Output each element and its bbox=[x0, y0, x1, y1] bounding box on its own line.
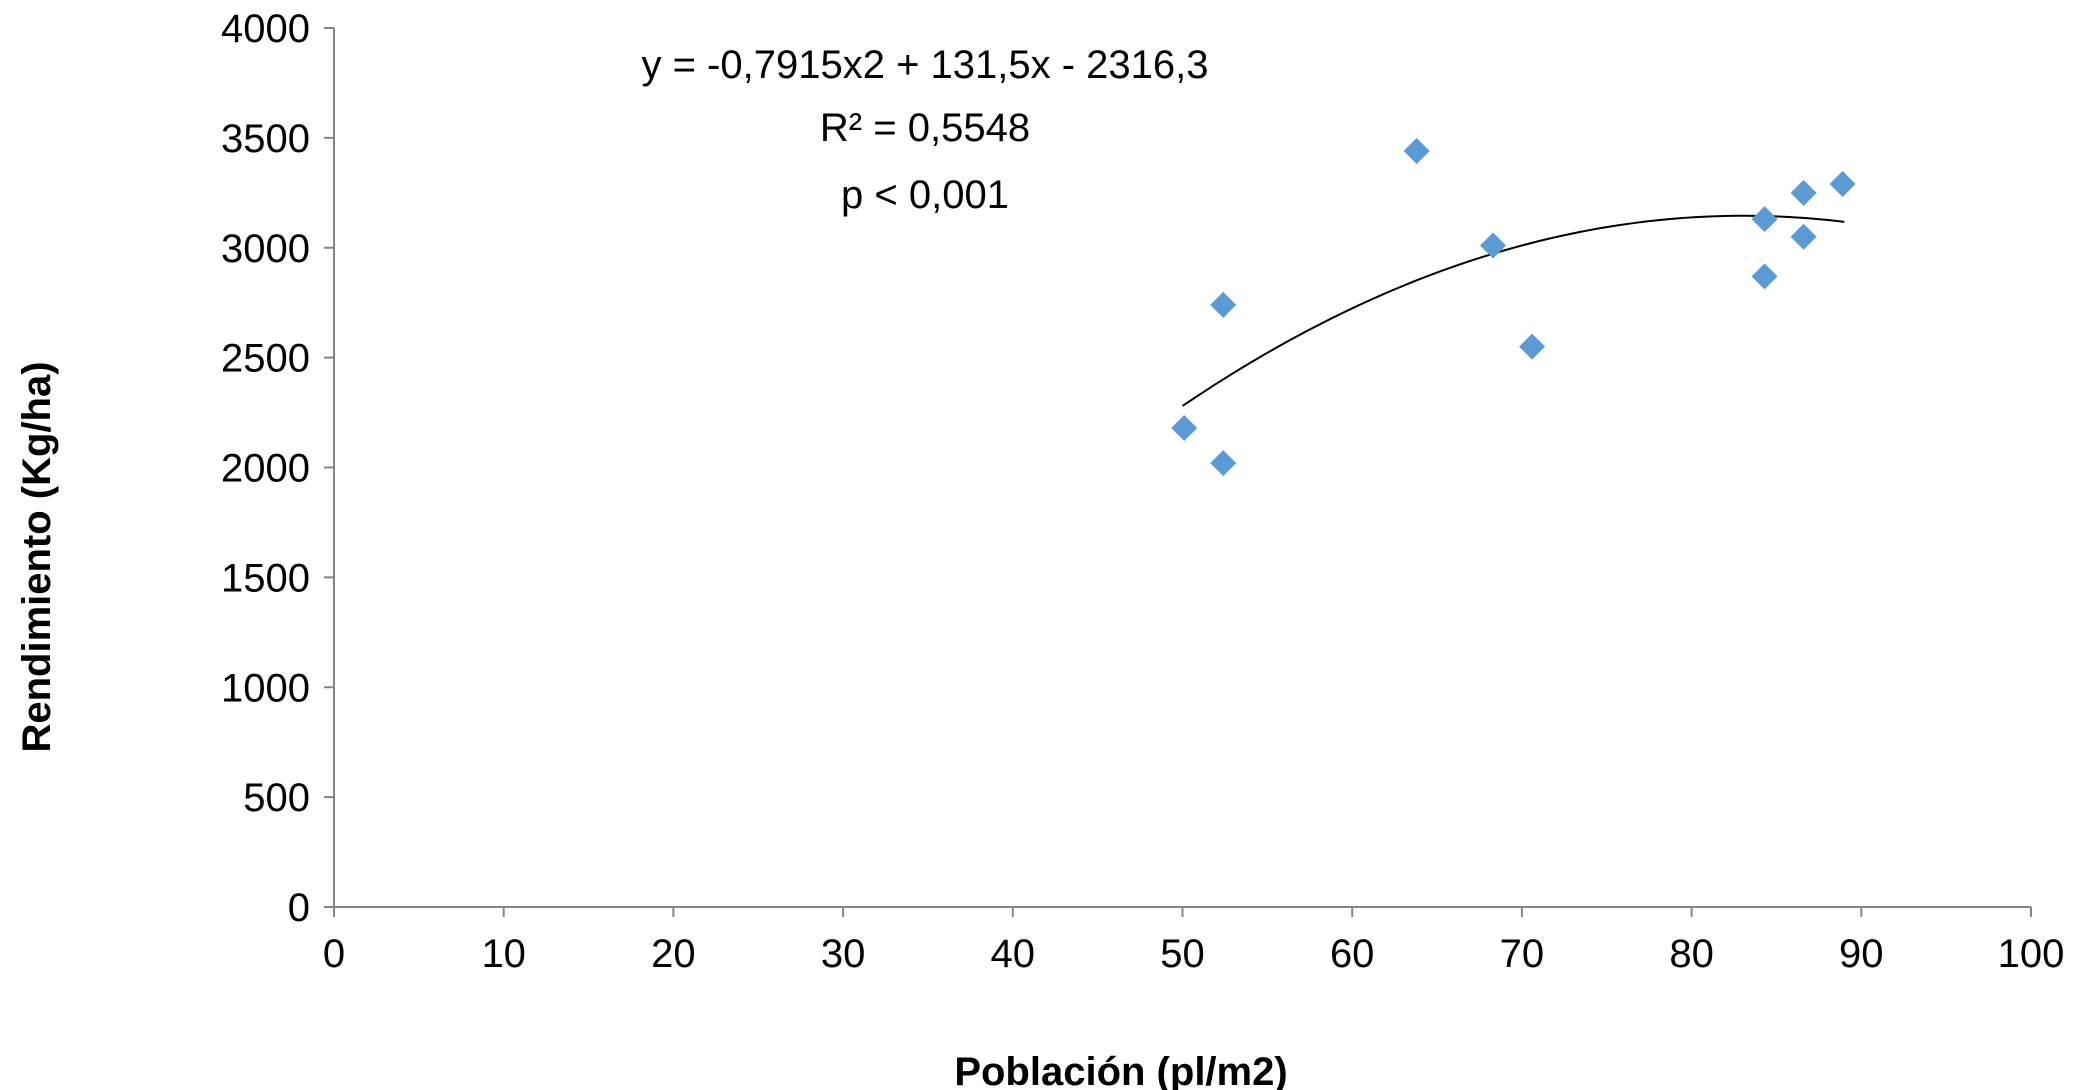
x-tick-label: 90 bbox=[1839, 932, 1884, 976]
x-tick-label: 100 bbox=[1998, 932, 2065, 976]
y-tick-label: 3000 bbox=[221, 227, 310, 271]
polynomial-trendline bbox=[1181, 214, 1845, 407]
y-tick-label: 4000 bbox=[221, 7, 310, 51]
y-tick-label: 0 bbox=[288, 886, 310, 930]
r-squared-annotation: R² = 0,5548 bbox=[820, 106, 1030, 150]
data-point bbox=[1751, 263, 1778, 290]
data-point bbox=[1480, 232, 1507, 259]
equation-annotation: y = -0,7915x2 + 131,5x - 2316,3 bbox=[641, 43, 1208, 87]
data-point bbox=[1210, 450, 1237, 477]
data-points bbox=[1171, 138, 1856, 477]
data-point bbox=[1403, 138, 1430, 165]
x-tick-label: 60 bbox=[1330, 932, 1375, 976]
x-tick-label: 70 bbox=[1500, 932, 1545, 976]
y-tick-label: 2500 bbox=[221, 337, 310, 381]
x-tick-label: 20 bbox=[651, 932, 696, 976]
p-value-annotation: p < 0,001 bbox=[841, 173, 1009, 217]
x-tick-label: 80 bbox=[1669, 932, 1714, 976]
x-tick-label: 0 bbox=[323, 932, 345, 976]
x-tick-label: 10 bbox=[481, 932, 526, 976]
data-point bbox=[1790, 223, 1817, 250]
y-tick-label: 500 bbox=[243, 776, 310, 820]
y-tick-label: 3500 bbox=[221, 117, 310, 161]
data-point bbox=[1829, 171, 1856, 198]
x-axis-title: Población (pl/m2) bbox=[954, 1050, 1287, 1090]
x-tick-label: 40 bbox=[991, 932, 1036, 976]
data-point bbox=[1171, 414, 1198, 441]
data-point bbox=[1790, 179, 1817, 206]
y-tick-label: 1500 bbox=[221, 556, 310, 600]
y-axis-title: Rendimiento (Kg/ha) bbox=[15, 361, 59, 752]
tick-labels: 0 500 1000 1500 2000 2500 3000 3500 4000 0 10 20 30 4… bbox=[221, 7, 2064, 976]
axes bbox=[324, 27, 2032, 917]
y-tick-label: 2000 bbox=[221, 447, 310, 491]
data-point bbox=[1519, 333, 1546, 360]
y-tick-label: 1000 bbox=[221, 666, 310, 710]
x-tick-label: 30 bbox=[821, 932, 866, 976]
trendline-group bbox=[1181, 214, 1845, 407]
x-tick-label: 50 bbox=[1160, 932, 1205, 976]
data-point bbox=[1210, 291, 1237, 318]
data-point bbox=[1751, 206, 1778, 233]
